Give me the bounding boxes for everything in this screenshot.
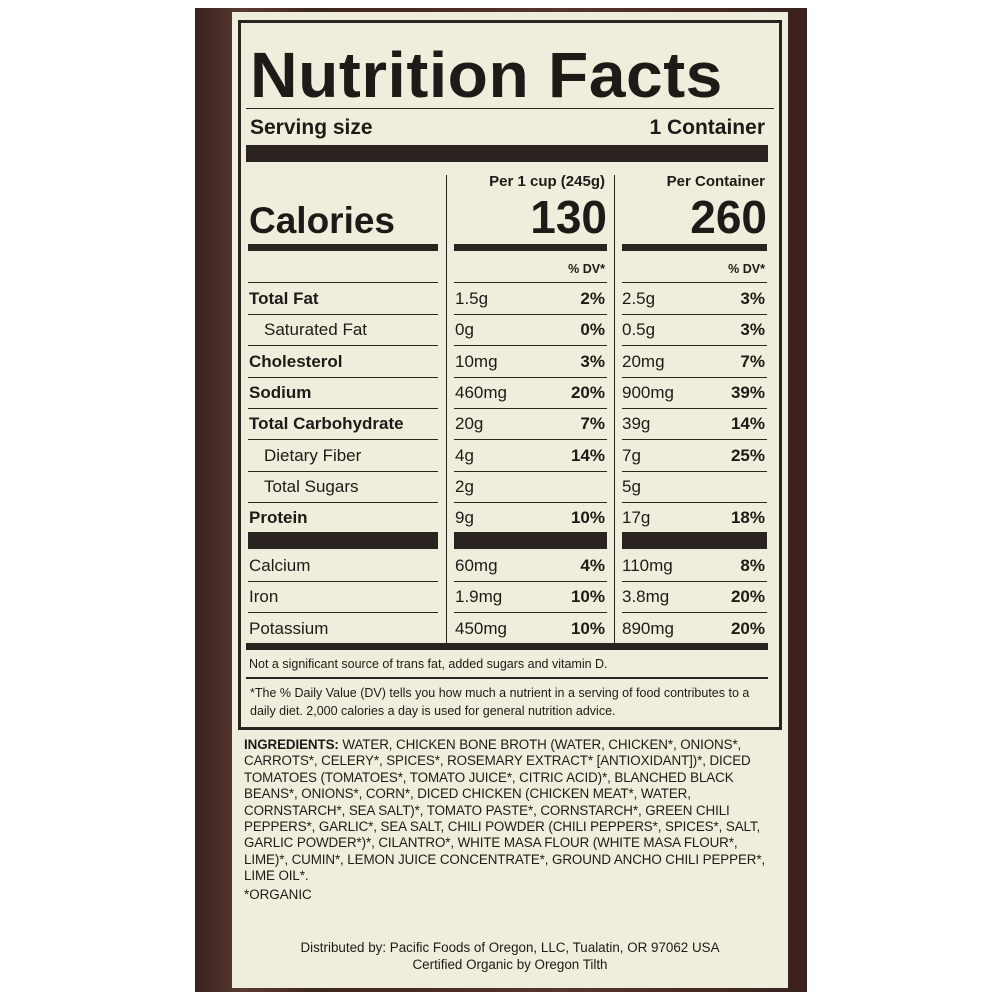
dv-per-cup: 10% [570,618,605,638]
amount-per-cup: 20g [455,414,484,434]
amount-per-container: 39g [622,414,651,434]
dv-per-container: 18% [730,508,765,528]
amount-per-cup: 10mg [455,351,498,371]
amount-per-cup: 1.9mg [455,587,503,607]
dv-per-cup: 4% [580,556,605,575]
dv-per-container: 20% [730,618,765,638]
amount-per-container: 110mg [622,556,673,575]
column1-header: Per 1 cup (245g) [489,173,605,190]
amount-per-container: 890mg [622,618,674,638]
dv-per-container [622,471,765,502]
nutrient-name: Calcium [249,556,311,575]
amount-per-cup: 60mg [455,556,498,575]
nutrient-name: Iron [249,587,279,607]
nutrient-name: Protein [249,508,308,528]
amount-per-cup: 9g [455,508,474,528]
calories-per-container: 260 [690,191,767,243]
dv-per-cup [455,471,605,502]
organic-note: *ORGANIC [244,887,312,902]
dv-per-cup: 14% [570,445,605,465]
daily-value-footnote: *The % Daily Value (DV) tells you how mu… [250,686,750,718]
nutrient-name: Dietary Fiber [264,445,362,465]
amount-per-cup: 2g [455,476,474,496]
nutrient-name: Cholesterol [249,351,343,371]
nutrient-name: Saturated Fat [264,320,368,340]
amount-per-container: 0.5g [622,320,656,340]
amount-per-container: 5g [622,476,641,496]
certification: Certified Organic by Oregon Tilth [412,957,608,972]
amount-per-container: 20mg [622,351,665,371]
dv-per-container: 3% [740,289,765,308]
nutrient-name: Total Fat [249,289,319,308]
dv-per-cup: 2% [580,289,605,308]
dv-per-cup: 7% [580,414,605,434]
amount-per-cup: 450mg [455,618,507,638]
label-panel [232,12,788,988]
amount-per-cup: 460mg [455,382,507,402]
dv-per-cup: 3% [580,351,605,371]
nutrition-title: Nutrition Facts [250,39,723,111]
dv-per-cup: 0% [580,320,605,340]
dv-per-container: 8% [740,556,765,575]
dv-per-cup: 10% [570,587,605,607]
calories-label: Calories [249,200,396,241]
amount-per-cup: 0g [455,320,474,340]
dv-per-container: 25% [730,445,765,465]
distributor: Distributed by: Pacific Foods of Oregon,… [300,940,720,955]
dv-per-container: 3% [740,320,765,340]
dv-per-container: 20% [730,587,765,607]
amount-per-container: 900mg [622,382,674,402]
dv-per-container: 14% [730,414,765,434]
dv-per-container: 7% [740,351,765,371]
nutrient-name: Total Carbohydrate [249,414,404,434]
ingredients: INGREDIENTS: WATER, CHICKEN BONE BROTH (… [244,737,774,885]
dv-per-cup: 20% [570,382,605,402]
amount-per-container: 2.5g [622,289,656,308]
amount-per-container: 3.8mg [622,587,670,607]
dv-header-2: % DV* [728,262,765,276]
amount-per-cup: 4g [455,445,474,465]
dv-per-container: 39% [730,382,765,402]
nutrient-name: Total Sugars [264,476,359,496]
ingredients-label: INGREDIENTS: [244,737,339,752]
ingredients-list: WATER, CHICKEN BONE BROTH (WATER, CHICKE… [244,737,766,884]
amount-per-container: 17g [622,508,651,528]
nutrient-name: Sodium [249,382,312,402]
calories-per-cup: 130 [530,191,607,243]
serving-size-value: 1 Container [649,116,765,139]
dv-header-1: % DV* [568,262,605,276]
nutrient-name: Potassium [249,618,329,638]
not-significant-note: Not a significant source of trans fat, a… [249,657,608,671]
nutrition-facts-box [238,20,782,730]
dv-per-cup: 10% [570,508,605,528]
amount-per-cup: 1.5g [455,289,489,308]
amount-per-container: 7g [622,445,641,465]
column2-header: Per Container [666,173,765,190]
serving-size-label: Serving size [250,116,373,139]
